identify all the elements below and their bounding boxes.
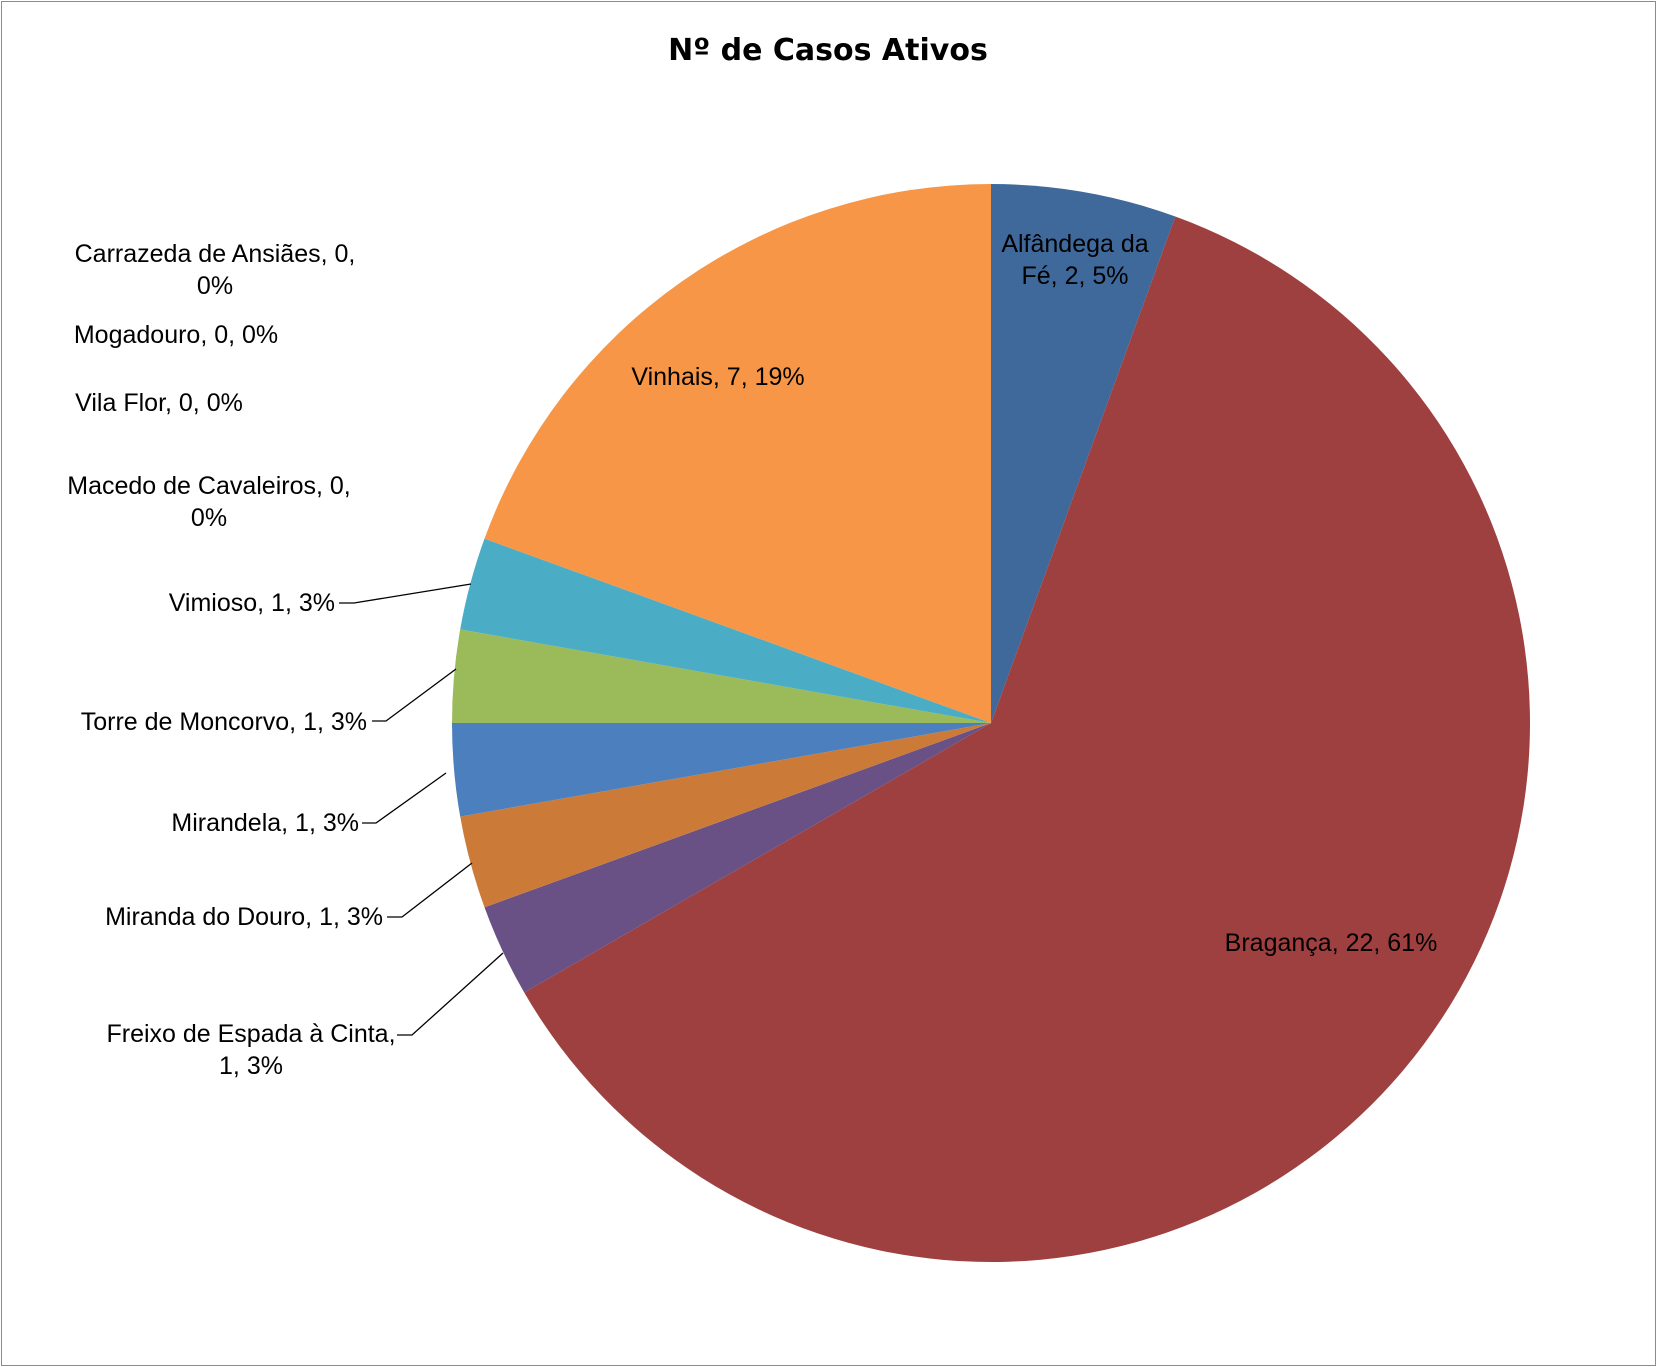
data-label-vinhais: Vinhais, 7, 19% xyxy=(631,363,804,391)
pie-slice-vinhais xyxy=(484,184,991,723)
pie-slice-vimioso xyxy=(460,538,991,723)
data-label-line: Vimioso, 1, 3% xyxy=(169,589,335,617)
leader-line-freixo-de-espada-a-cinta xyxy=(397,952,504,1036)
data-label-mogadouro: Mogadouro, 0, 0% xyxy=(74,321,278,349)
pie-slice-miranda-do-douro xyxy=(460,723,991,908)
data-label-line: Freixo de Espada à Cinta, xyxy=(106,1020,395,1048)
pie-slice-torre-de-moncorvo xyxy=(452,629,991,723)
data-label-vila-flor: Vila Flor, 0, 0% xyxy=(75,389,243,417)
pie-slice-freixo-de-espada-a-cinta xyxy=(484,723,991,993)
data-label-line: Fé, 2, 5% xyxy=(1022,262,1129,290)
data-label-line: Macedo de Cavaleiros, 0, xyxy=(67,472,350,500)
data-label-line: Carrazeda de Ansiães, 0, xyxy=(75,240,356,268)
chart-title: Nº de Casos Ativos xyxy=(668,33,988,68)
data-label-line: Mirandela, 1, 3% xyxy=(171,809,359,837)
leader-line-miranda-do-douro xyxy=(387,862,473,918)
data-label-alfandega-da-fe: Alfândega da Fé, 2, 5% xyxy=(1001,230,1148,290)
leader-lines xyxy=(339,583,504,1036)
data-label-vimioso: Vimioso, 1, 3% xyxy=(169,589,335,617)
data-label-carrazeda-de-ansiaes: Carrazeda de Ansiães, 0, 0% xyxy=(75,240,356,300)
leader-line-mirandela xyxy=(362,772,447,824)
leader-line-vimioso xyxy=(339,583,472,604)
data-label-torre-de-moncorvo: Torre de Moncorvo, 1, 3% xyxy=(81,708,367,736)
data-label-macedo-de-cavaleiros: Macedo de Cavaleiros, 0, 0% xyxy=(67,472,350,532)
leader-line-torre-de-moncorvo xyxy=(372,668,457,722)
pie-slices xyxy=(452,184,1530,1263)
data-labels: Alfândega da Fé, 2, 5% Bragança, 22, 61% Fr… xyxy=(67,230,1437,1080)
data-label-line: 0% xyxy=(197,272,233,300)
data-label-line: Mogadouro, 0, 0% xyxy=(74,321,278,349)
data-label-line: 1, 3% xyxy=(219,1052,283,1080)
data-label-mirandela: Mirandela, 1, 3% xyxy=(171,809,359,837)
data-label-line: Alfândega da xyxy=(1001,230,1148,258)
data-label-miranda-do-douro: Miranda do Douro, 1, 3% xyxy=(105,903,383,931)
data-label-line: 0% xyxy=(191,504,227,532)
data-label-line: Vila Flor, 0, 0% xyxy=(75,389,243,417)
pie-slice-alfandega-da-fe xyxy=(991,184,1176,723)
data-label-line: Torre de Moncorvo, 1, 3% xyxy=(81,708,367,736)
data-label-braganca: Bragança, 22, 61% xyxy=(1225,929,1438,957)
data-label-line: Miranda do Douro, 1, 3% xyxy=(105,903,383,931)
pie-slice-braganca xyxy=(524,216,1530,1263)
data-label-freixo-de-espada-a-cinta: Freixo de Espada à Cinta, 1, 3% xyxy=(106,1020,395,1080)
data-label-line: Bragança, 22, 61% xyxy=(1225,929,1438,957)
pie-slice-mirandela xyxy=(452,723,991,817)
data-label-line: Vinhais, 7, 19% xyxy=(631,363,804,391)
